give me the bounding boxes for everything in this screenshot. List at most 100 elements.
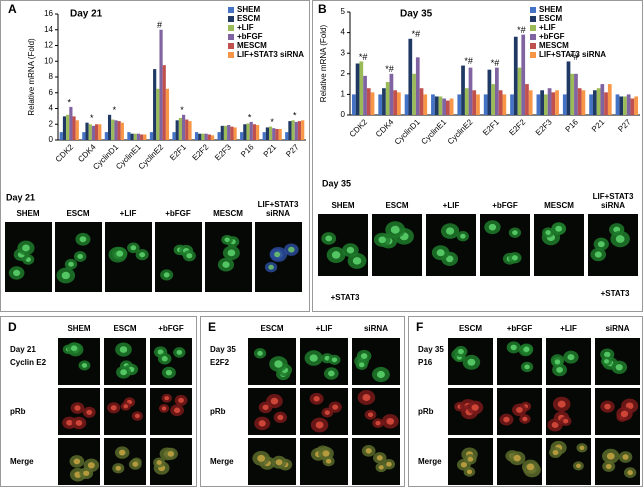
nucleus bbox=[445, 227, 455, 235]
y-tick-label: 8 bbox=[49, 72, 54, 81]
bar bbox=[487, 69, 492, 115]
row-label: pRb bbox=[10, 407, 26, 416]
bar bbox=[204, 133, 208, 140]
bar bbox=[543, 94, 548, 115]
bar bbox=[536, 94, 541, 115]
nucleus bbox=[324, 410, 330, 415]
y-axis-label: Relative mRNA (Fold) bbox=[319, 24, 328, 102]
bar bbox=[249, 121, 253, 140]
nucleus bbox=[522, 416, 528, 422]
bar bbox=[468, 67, 473, 115]
significance-marker: # bbox=[157, 20, 162, 30]
legend-swatch bbox=[228, 25, 234, 31]
nucleus bbox=[523, 346, 530, 353]
nucleus bbox=[390, 225, 400, 234]
legend-label: SHEM bbox=[237, 5, 260, 14]
bar bbox=[120, 122, 124, 140]
bar bbox=[607, 84, 612, 115]
nucleus bbox=[594, 251, 602, 258]
nucleus bbox=[359, 362, 365, 368]
y-tick-label: 0 bbox=[341, 110, 346, 119]
nucleus bbox=[466, 469, 473, 475]
nucleus bbox=[346, 246, 355, 254]
nucleus bbox=[604, 359, 609, 364]
nucleus bbox=[606, 452, 615, 460]
legend-swatch bbox=[228, 16, 234, 22]
nucleus bbox=[331, 251, 341, 259]
bar bbox=[502, 94, 507, 115]
nucleus bbox=[615, 364, 623, 371]
y-tick-label: 6 bbox=[49, 88, 54, 97]
legend-label: +bFGF bbox=[237, 32, 263, 41]
micrograph bbox=[595, 438, 640, 485]
bar bbox=[227, 125, 231, 140]
bar bbox=[91, 125, 96, 140]
bar bbox=[156, 88, 160, 140]
panel-letter: E bbox=[208, 320, 216, 334]
nucleus bbox=[360, 353, 368, 359]
bar bbox=[495, 67, 499, 115]
nucleus bbox=[83, 470, 90, 476]
nucleus bbox=[436, 249, 445, 257]
bar bbox=[107, 114, 112, 140]
bar bbox=[623, 96, 627, 115]
nucleus bbox=[115, 465, 121, 471]
day-label: Day 21 bbox=[6, 192, 35, 202]
column-label: +LIF bbox=[316, 324, 333, 333]
nucleus bbox=[526, 463, 535, 471]
bar bbox=[201, 133, 205, 140]
bar bbox=[431, 94, 435, 115]
column-label: siRNA bbox=[364, 324, 388, 333]
nucleus bbox=[139, 252, 146, 258]
y-tick-label: 12 bbox=[44, 41, 53, 50]
footnote: +STAT3 bbox=[601, 289, 630, 298]
significance-marker: * bbox=[270, 117, 274, 127]
nucleus bbox=[77, 253, 84, 259]
legend-label: MESCM bbox=[539, 41, 569, 50]
nucleus bbox=[322, 450, 330, 457]
nucleus bbox=[579, 445, 585, 450]
bar bbox=[246, 123, 250, 140]
legend-swatch bbox=[228, 7, 234, 13]
bar bbox=[272, 128, 276, 140]
nucleus bbox=[164, 396, 170, 401]
row-label: Merge bbox=[418, 457, 442, 466]
legend-label: MESCM bbox=[237, 41, 267, 50]
bar bbox=[117, 121, 121, 140]
bar bbox=[252, 124, 257, 140]
significance-marker: *# bbox=[464, 56, 473, 66]
nucleus bbox=[376, 455, 383, 461]
bar bbox=[412, 73, 416, 115]
nucleus bbox=[604, 351, 611, 358]
nucleus bbox=[275, 459, 283, 466]
bar bbox=[85, 122, 89, 140]
bar bbox=[397, 92, 401, 115]
bar bbox=[149, 132, 154, 140]
significance-marker: * bbox=[248, 112, 252, 122]
nucleus bbox=[227, 249, 236, 257]
bar bbox=[513, 36, 518, 115]
nucleus bbox=[627, 470, 633, 476]
nucleus bbox=[620, 410, 629, 418]
bar bbox=[301, 120, 305, 140]
y-tick-label: 14 bbox=[44, 25, 53, 34]
significance-marker: *# bbox=[412, 29, 421, 39]
bar bbox=[577, 88, 582, 115]
nucleus bbox=[567, 354, 575, 361]
bar bbox=[69, 106, 73, 140]
bar bbox=[182, 114, 186, 140]
bar bbox=[230, 126, 234, 140]
legend-label: ESCM bbox=[539, 14, 562, 23]
column-label: MESCM bbox=[213, 209, 243, 218]
nucleus bbox=[22, 244, 30, 252]
bar bbox=[104, 132, 108, 140]
nucleus bbox=[161, 406, 167, 411]
nucleus bbox=[615, 235, 625, 243]
bar bbox=[634, 96, 639, 115]
legend-swatch bbox=[530, 34, 536, 40]
nucleus bbox=[457, 348, 464, 355]
bar bbox=[423, 94, 428, 115]
nucleus bbox=[74, 405, 81, 411]
bar bbox=[130, 133, 134, 140]
column-label: SHEM bbox=[67, 324, 90, 333]
